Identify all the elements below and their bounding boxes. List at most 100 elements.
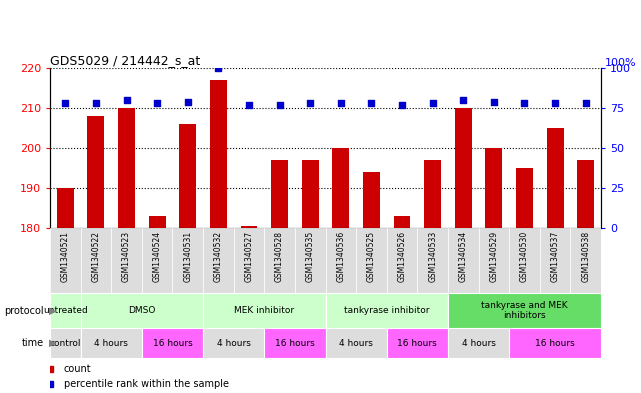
Text: 16 hours: 16 hours: [153, 338, 192, 347]
Bar: [387, 228, 417, 293]
Bar: [448, 328, 509, 358]
Text: DMSO: DMSO: [128, 306, 156, 315]
Text: GSM1340531: GSM1340531: [183, 231, 192, 283]
Text: GSM1340521: GSM1340521: [61, 231, 70, 282]
Bar: [203, 293, 326, 328]
Point: [183, 99, 193, 105]
Bar: [149, 216, 165, 228]
Text: tankyrase inhibitor: tankyrase inhibitor: [344, 306, 429, 315]
Text: GSM1340525: GSM1340525: [367, 231, 376, 283]
Bar: [112, 228, 142, 293]
Bar: [203, 228, 234, 293]
Point: [91, 100, 101, 107]
Point: [305, 100, 315, 107]
Point: [581, 100, 591, 107]
Bar: [424, 160, 441, 228]
Text: GSM1340528: GSM1340528: [275, 231, 284, 282]
Bar: [179, 124, 196, 228]
Point: [121, 97, 131, 103]
Bar: [81, 293, 203, 328]
Text: tankyrase and MEK
inhibitors: tankyrase and MEK inhibitors: [481, 301, 568, 320]
Bar: [81, 228, 112, 293]
Text: GDS5029 / 214442_s_at: GDS5029 / 214442_s_at: [50, 54, 200, 67]
Text: count: count: [63, 364, 92, 373]
Text: 16 hours: 16 hours: [275, 338, 315, 347]
Text: GSM1340533: GSM1340533: [428, 231, 437, 283]
Text: time: time: [21, 338, 44, 348]
Bar: [417, 228, 448, 293]
Text: percentile rank within the sample: percentile rank within the sample: [63, 379, 229, 389]
Text: 4 hours: 4 hours: [339, 338, 373, 347]
Text: 4 hours: 4 hours: [217, 338, 251, 347]
Text: 4 hours: 4 hours: [462, 338, 495, 347]
Bar: [271, 160, 288, 228]
Point: [366, 100, 376, 107]
Point: [274, 102, 285, 108]
Point: [458, 97, 469, 103]
Bar: [479, 228, 509, 293]
Text: control: control: [49, 338, 81, 347]
Bar: [302, 160, 319, 228]
Text: untreated: untreated: [43, 306, 88, 315]
Bar: [509, 328, 601, 358]
Bar: [295, 228, 326, 293]
Bar: [81, 328, 142, 358]
Bar: [142, 328, 203, 358]
Point: [550, 100, 560, 107]
Bar: [394, 216, 410, 228]
Text: GSM1340538: GSM1340538: [581, 231, 590, 283]
Bar: [356, 228, 387, 293]
Point: [488, 99, 499, 105]
Bar: [142, 228, 172, 293]
Point: [397, 102, 407, 108]
Bar: [516, 168, 533, 228]
Text: GSM1340522: GSM1340522: [92, 231, 101, 282]
Bar: [448, 293, 601, 328]
Point: [336, 100, 346, 107]
Bar: [50, 293, 81, 328]
Bar: [387, 328, 448, 358]
Bar: [578, 160, 594, 228]
Bar: [509, 228, 540, 293]
Point: [152, 100, 162, 107]
Bar: [240, 226, 258, 228]
Text: protocol: protocol: [4, 305, 44, 316]
Bar: [172, 228, 203, 293]
Bar: [547, 128, 563, 228]
Text: GSM1340532: GSM1340532: [214, 231, 223, 283]
Point: [428, 100, 438, 107]
Bar: [326, 293, 448, 328]
Text: 100%: 100%: [605, 58, 637, 68]
Bar: [57, 188, 74, 228]
Bar: [50, 328, 81, 358]
Text: GSM1340537: GSM1340537: [551, 231, 560, 283]
Bar: [540, 228, 570, 293]
Bar: [326, 328, 387, 358]
Point: [244, 102, 254, 108]
Text: MEK inhibitor: MEK inhibitor: [234, 306, 294, 315]
Text: GSM1340529: GSM1340529: [489, 231, 498, 283]
Bar: [485, 148, 503, 228]
Bar: [455, 108, 472, 228]
Bar: [88, 116, 104, 228]
Text: 4 hours: 4 hours: [94, 338, 128, 347]
Text: GSM1340534: GSM1340534: [459, 231, 468, 283]
Bar: [264, 228, 295, 293]
Point: [60, 100, 71, 107]
Bar: [210, 80, 227, 228]
Bar: [203, 328, 264, 358]
Bar: [50, 228, 81, 293]
Text: ▶: ▶: [49, 338, 56, 348]
Bar: [448, 228, 479, 293]
Bar: [234, 228, 264, 293]
Point: [213, 65, 224, 71]
Bar: [570, 228, 601, 293]
Bar: [363, 172, 380, 228]
Text: 16 hours: 16 hours: [535, 338, 575, 347]
Text: GSM1340536: GSM1340536: [337, 231, 345, 283]
Text: GSM1340535: GSM1340535: [306, 231, 315, 283]
Text: GSM1340524: GSM1340524: [153, 231, 162, 283]
Text: GSM1340527: GSM1340527: [244, 231, 253, 283]
Bar: [264, 328, 326, 358]
Text: GSM1340526: GSM1340526: [397, 231, 406, 283]
